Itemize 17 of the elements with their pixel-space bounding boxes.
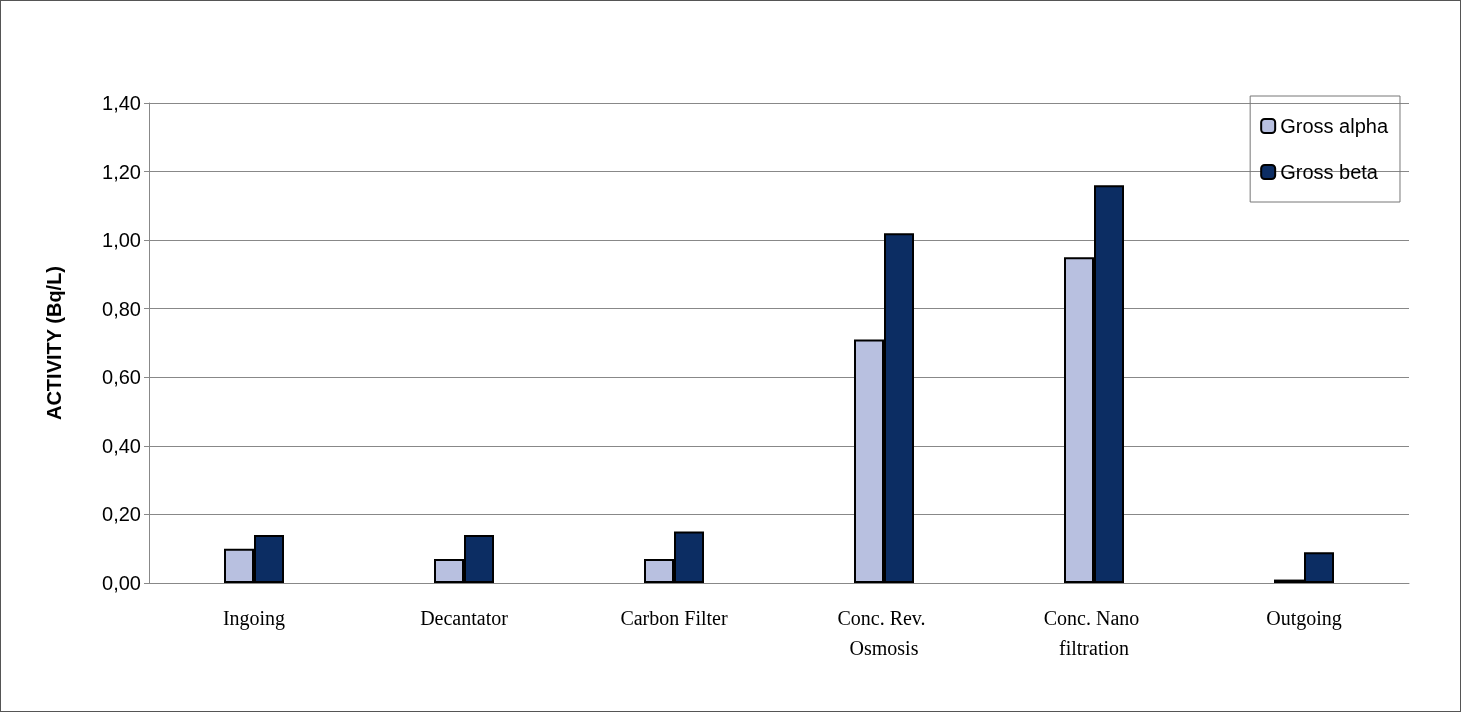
- y-tick-label: 1,00: [102, 229, 141, 252]
- x-tick-label: Outgoing: [1266, 607, 1342, 630]
- x-tick-label: Conc. Rev. Osmosis: [837, 607, 931, 659]
- legend-label: Gross alpha: [1280, 115, 1389, 137]
- x-tick-label: Decantator: [420, 607, 509, 629]
- y-axis-title: ACTIVITY (Bq/L): [43, 265, 65, 421]
- y-tick-label: 1,20: [102, 160, 141, 183]
- y-tick-label: 0,20: [102, 503, 141, 526]
- x-tick-label: Conc. Nano filtration: [1043, 607, 1145, 659]
- y-tick-label: 0,80: [102, 297, 141, 320]
- y-tick-label: 0,40: [102, 434, 141, 457]
- x-tick-label: Ingoing: [222, 607, 286, 630]
- y-tick-label: 1,40: [102, 92, 141, 114]
- x-tick-label: Carbon Filter: [620, 607, 728, 629]
- y-tick-label: 0,60: [102, 366, 141, 389]
- y-tick-label: 0,00: [102, 572, 141, 594]
- legend-label: Gross beta: [1280, 161, 1379, 183]
